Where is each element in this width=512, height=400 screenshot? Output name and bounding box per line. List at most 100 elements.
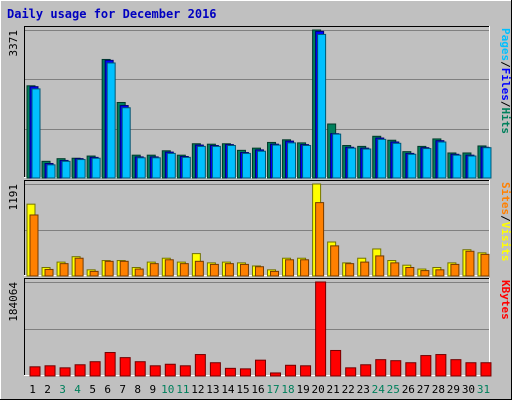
bar-kbytes-day-16: [254, 359, 266, 377]
bar-kbytes-day-9: [149, 365, 161, 377]
x-tick-label: 17: [266, 383, 279, 396]
bar-sites-day-12: [194, 260, 204, 277]
x-tick-label: 4: [74, 383, 81, 396]
legend-item: Sites: [499, 182, 512, 215]
bar-kbytes-day-31: [480, 362, 492, 377]
bar-kbytes-day-22: [345, 367, 357, 377]
legend-kbytes: KBytes: [499, 280, 512, 320]
series-sites: [29, 202, 490, 277]
x-tick-label: 11: [176, 383, 189, 396]
bar-sites-day-28: [435, 269, 445, 277]
legend-item: Pages: [499, 28, 512, 61]
bar-kbytes-day-10: [164, 363, 176, 377]
legend-item: KBytes: [499, 280, 512, 320]
bar-pages-day-4: [76, 159, 86, 179]
plot-area-kbytes: [24, 278, 490, 376]
bar-sites-day-19: [300, 259, 310, 277]
bar-sites-day-3: [59, 263, 69, 277]
bar-sites-day-9: [149, 263, 159, 277]
bar-pages-day-26: [407, 153, 417, 179]
y-max-label-visits: 1191: [7, 184, 20, 211]
series-kbytes: [29, 281, 492, 377]
bar-pages-day-6: [106, 62, 116, 179]
bar-pages-day-23: [362, 148, 372, 179]
bar-sites-day-26: [405, 267, 415, 277]
bar-sites-day-4: [74, 257, 84, 277]
bar-pages-day-10: [166, 152, 176, 179]
bar-kbytes-day-3: [59, 367, 71, 377]
bar-pages-day-16: [256, 150, 266, 179]
bar-sites-day-15: [239, 263, 249, 277]
bar-pages-day-24: [377, 138, 387, 179]
legend-item: /: [499, 61, 512, 68]
x-tick-label: 23: [357, 383, 370, 396]
bar-sites-day-16: [254, 266, 264, 277]
x-tick-label: 3: [59, 383, 66, 396]
x-tick-label: 27: [417, 383, 430, 396]
bar-kbytes-day-27: [420, 355, 432, 377]
x-tick-label: 9: [149, 383, 156, 396]
x-tick-label: 12: [191, 383, 204, 396]
bar-kbytes-day-12: [194, 354, 206, 377]
x-tick-label: 31: [477, 383, 490, 396]
bar-pages-day-3: [61, 160, 71, 179]
x-tick-label: 26: [402, 383, 415, 396]
bar-pages-day-5: [91, 157, 101, 179]
bar-pages-day-13: [211, 145, 221, 179]
bar-kbytes-day-19: [300, 365, 312, 377]
bar-pages-day-30: [467, 155, 477, 179]
x-tick-label: 5: [89, 383, 96, 396]
bar-kbytes-day-8: [134, 361, 146, 377]
legend-visits: Sites/Visits: [499, 182, 512, 262]
bar-pages-day-19: [302, 145, 312, 179]
bar-pages-day-31: [482, 147, 492, 179]
plot-area-visits: [24, 180, 490, 276]
bar-kbytes-day-25: [390, 360, 402, 377]
bar-kbytes-day-7: [119, 357, 131, 377]
bar-kbytes-day-14: [224, 367, 236, 377]
bar-sites-day-1: [29, 214, 39, 277]
bar-sites-day-5: [89, 270, 99, 277]
bar-pages-day-9: [151, 157, 161, 179]
bar-pages-day-22: [347, 147, 357, 179]
x-tick-label: 18: [281, 383, 294, 396]
x-tick-label: 2: [44, 383, 51, 396]
legend-requests: Pages/Files/Hits: [499, 28, 512, 134]
bar-sites-day-8: [134, 268, 144, 277]
x-tick-label: 15: [236, 383, 249, 396]
bar-pages-day-29: [452, 154, 462, 179]
bar-sites-day-23: [360, 261, 370, 277]
bar-sites-day-27: [420, 270, 430, 277]
x-tick-label: 28: [432, 383, 445, 396]
bar-pages-day-25: [392, 142, 402, 179]
bar-sites-day-17: [270, 270, 280, 277]
legend-item: /: [499, 101, 512, 108]
x-tick-label: 30: [462, 383, 475, 396]
bar-pages-day-8: [136, 157, 146, 179]
bar-sites-day-22: [345, 263, 355, 277]
x-tick-label: 6: [104, 383, 111, 396]
chart-title: Daily usage for December 2016: [7, 7, 217, 21]
bar-pages-day-2: [46, 164, 56, 179]
bar-kbytes-day-17: [270, 372, 282, 377]
legend-item: Visits: [499, 222, 512, 262]
bar-kbytes-day-2: [44, 365, 56, 377]
x-tick-label: 7: [119, 383, 126, 396]
x-tick-label: 29: [447, 383, 460, 396]
x-tick-label: 1: [29, 383, 36, 396]
bar-sites-day-6: [104, 260, 114, 277]
bar-sites-day-13: [209, 263, 219, 277]
panel-kbytes: 184064: [7, 278, 492, 377]
panels: 3371 1191 184064: [7, 26, 492, 377]
bar-pages-day-20: [317, 33, 327, 179]
bar-pages-day-1: [31, 88, 41, 179]
bar-kbytes-day-21: [330, 349, 342, 377]
x-tick-label: 8: [134, 383, 141, 396]
x-tick-label: 20: [312, 383, 325, 396]
x-tick-label: 13: [206, 383, 219, 396]
bar-kbytes-day-13: [209, 362, 221, 377]
bar-sites-day-21: [330, 245, 340, 277]
bar-pages-day-14: [226, 145, 236, 179]
legend-item: /: [499, 215, 512, 222]
bar-pages-day-17: [272, 144, 282, 179]
